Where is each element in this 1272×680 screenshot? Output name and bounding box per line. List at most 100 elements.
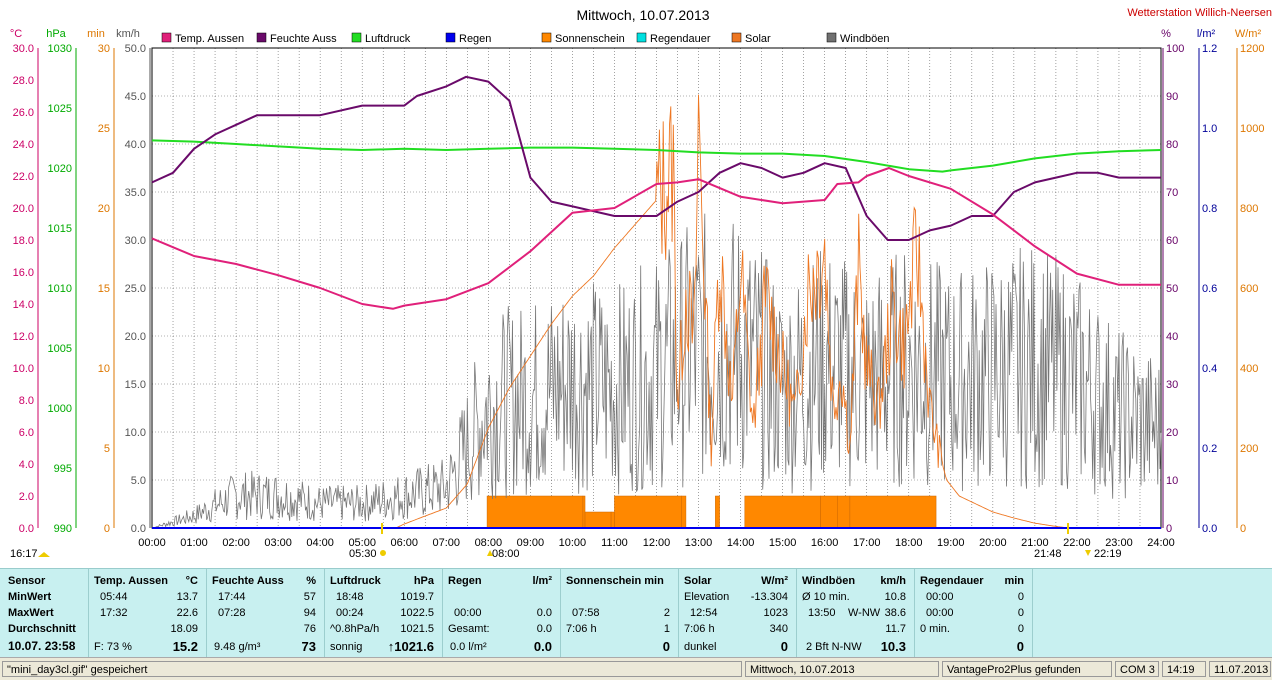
annotation-label: 16:17 [10, 548, 38, 560]
arrow-up-icon [487, 550, 493, 556]
x-tick-label: 09:00 [517, 537, 545, 549]
sun-marker-icon [38, 552, 50, 557]
axis-tick-temp: 6.0 [19, 427, 34, 439]
axis-tick-minutes: 25 [98, 123, 110, 135]
annotation-label: 05:30 [349, 548, 377, 560]
legend-label: Windböen [840, 33, 890, 45]
hum-max-time: 07:28 [218, 607, 246, 619]
wind-max-direction: W-NW [848, 607, 881, 619]
solar-now-label: dunkel [684, 641, 717, 653]
row-avg-label: Durchschnitt [8, 623, 76, 635]
x-tick-label: 06:00 [390, 537, 418, 549]
status-time: 14:19 [1162, 661, 1206, 677]
wind-min-value: 10.8 [884, 591, 906, 603]
legend-label: Temp. Aussen [175, 33, 244, 45]
axis-tick-wind: 10.0 [125, 427, 146, 439]
rdur-max-value: 0 [1017, 607, 1024, 619]
axis-tick-rain: 1.0 [1202, 123, 1217, 135]
solar-min-value: -13.304 [750, 591, 788, 603]
row-max-label: MaxWert [8, 607, 54, 619]
wind-max-value: 38.6 [884, 607, 906, 619]
rain-now-value: 0.0 [533, 639, 552, 654]
x-tick-label: 08:00 [475, 537, 503, 549]
x-tick-label: 15:00 [769, 537, 797, 549]
rdur-unit: min [1004, 575, 1024, 587]
axis-tick-temp: 16.0 [13, 267, 34, 279]
axis-tick-solar: 1200 [1240, 43, 1264, 55]
statistics-panel: Sensor MinWert MaxWert Durchschnitt 10.0… [0, 568, 1272, 657]
axis-tick-minutes: 5 [104, 443, 110, 455]
rdur-now-value: 0 [1016, 639, 1024, 654]
axis-tick-wind: 50.0 [125, 43, 146, 55]
legend-swatch [351, 32, 362, 43]
press-avg-label: ^0.8hPa/h [330, 623, 380, 635]
x-tick-label: 23:00 [1105, 537, 1133, 549]
temp-min-value: 13.7 [176, 591, 198, 603]
axis-tick-wind: 15.0 [125, 379, 146, 391]
axis-tick-minutes: 10 [98, 363, 110, 375]
series-windgust-line [151, 213, 1162, 529]
status-device: VantagePro2Plus gefunden [942, 661, 1112, 677]
press-now-value: ↑1021.6 [387, 639, 434, 654]
axis-tick-rain: 0.8 [1202, 203, 1217, 215]
hum-title: Feuchte Auss [212, 575, 284, 587]
press-avg-value: 1021.5 [400, 623, 434, 635]
x-tick-label: 14:00 [727, 537, 755, 549]
axis-tick-temp: 28.0 [13, 75, 34, 87]
press-min-value: 1019.7 [400, 591, 434, 603]
axis-tick-wind: 35.0 [125, 187, 146, 199]
x-tick-label: 05:00 [348, 537, 376, 549]
x-tick-label: 24:00 [1147, 537, 1175, 549]
stats-col-pressure: Luftdruck hPa 18:48 1019.7 00:24 1022.5 … [324, 569, 443, 657]
solar-min-label: Elevation [684, 591, 730, 603]
axis-tick-pressure: 1015 [48, 223, 72, 235]
axis-tick-minutes: 30 [98, 43, 110, 55]
axes: 00:00 01:00 02:00 03:00 04:00 05:00 06:00 07:00… [10, 28, 1265, 549]
sunshine-bar [582, 495, 586, 529]
press-now-label: sonnig [330, 641, 363, 653]
axis-tick-wind: 0.0 [131, 523, 146, 535]
axis-tick-temp: 4.0 [19, 459, 34, 471]
axis-tick-temp: 26.0 [13, 107, 34, 119]
axis-tick-temp: 0.0 [19, 523, 34, 535]
rdur-min-value: 0 [1017, 591, 1024, 603]
stats-col-sunshine: Sonnenschein min 07:58 2 7:06 h 1 0 [560, 569, 679, 657]
legend-label: Luftdruck [365, 33, 411, 45]
legend-label: Regen [459, 33, 491, 45]
legend: Temp. Aussen Feuchte Auss Luftdruck Regen So… [161, 32, 890, 45]
x-tick-label: 16:00 [811, 537, 839, 549]
solar-unit: W/m² [761, 575, 788, 587]
axis-tick-temp: 8.0 [19, 395, 34, 407]
sunshine-bar [744, 495, 821, 529]
axis-unit-minutes: min [87, 28, 105, 40]
rain-now-label: 0.0 l/m² [450, 641, 487, 653]
press-title: Luftdruck [330, 575, 381, 587]
annotation-label: 22:19 [1094, 548, 1122, 560]
axis-tick-pressure: 1020 [48, 163, 72, 175]
sunshine-bar [681, 495, 687, 529]
axis-tick-rain: 1.2 [1202, 43, 1217, 55]
hum-min-time: 17:44 [218, 591, 246, 603]
axis-tick-humidity: 20 [1166, 427, 1178, 439]
hum-unit: % [306, 575, 316, 587]
axis-tick-solar: 400 [1240, 363, 1258, 375]
axis-tick-temp: 22.0 [13, 171, 34, 183]
annotation-label: 08:00 [492, 548, 520, 560]
series-layer [151, 75, 1162, 529]
axis-tick-pressure: 1010 [48, 283, 72, 295]
x-tick-label: 10:00 [559, 537, 587, 549]
legend-label: Regendauer [650, 33, 711, 45]
sunshine-bar [837, 495, 851, 529]
legend-swatch [541, 32, 552, 43]
axis-tick-solar: 200 [1240, 443, 1258, 455]
stats-col-temp: Temp. Aussen °C 05:44 13.7 17:32 22.6 18… [88, 569, 207, 657]
wind-max-time: 13:50 [808, 607, 836, 619]
legend-swatch [636, 32, 647, 43]
x-tick-label: 04:00 [306, 537, 334, 549]
arrow-down-icon [1085, 550, 1091, 556]
axis-tick-wind: 45.0 [125, 91, 146, 103]
temp-min-time: 05:44 [100, 591, 128, 603]
stats-col-solar: Solar W/m² Elevation -13.304 12:54 1023 … [678, 569, 797, 657]
rdur-min-time: 00:00 [926, 591, 954, 603]
axis-tick-temp: 30.0 [13, 43, 34, 55]
